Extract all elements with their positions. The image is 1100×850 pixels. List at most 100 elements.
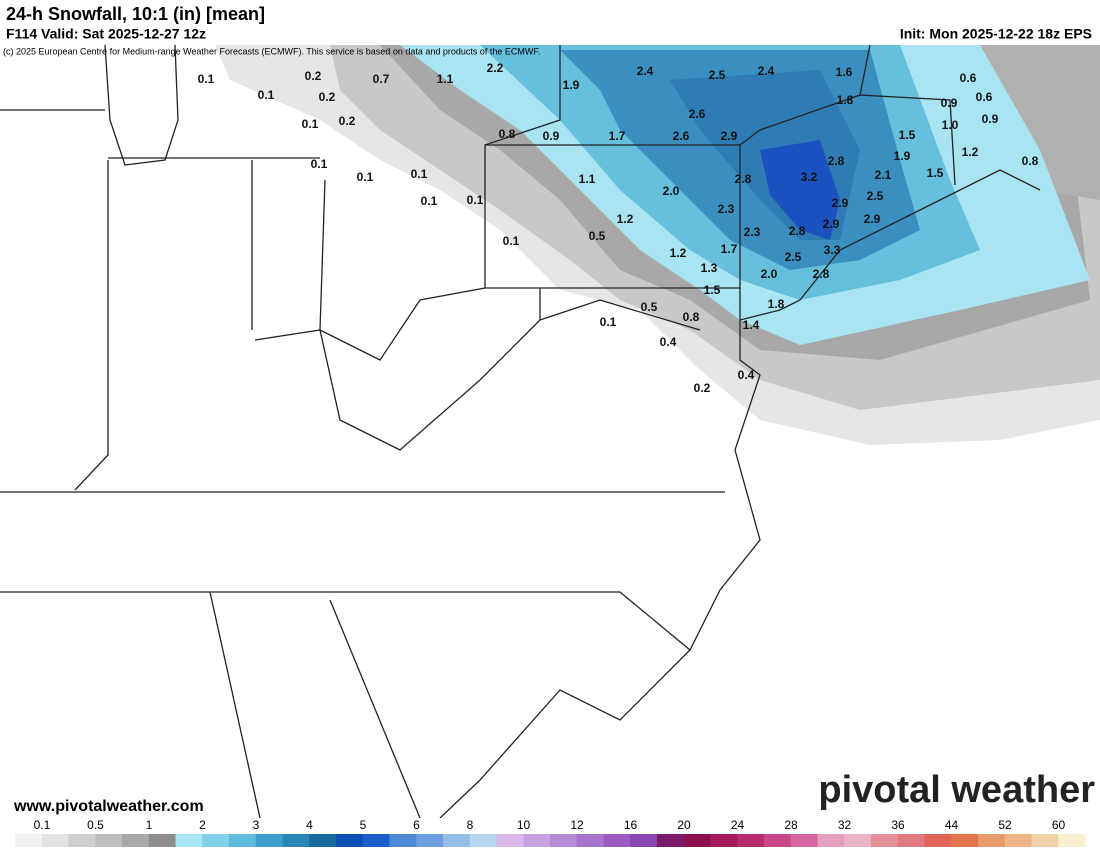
map-value-label: 2.8 bbox=[813, 267, 830, 281]
map-value-label: 0.2 bbox=[339, 114, 356, 128]
map-value-label: 2.3 bbox=[718, 202, 735, 216]
colorbar-swatch bbox=[202, 834, 230, 847]
map-value-label: 1.9 bbox=[563, 78, 580, 92]
map-value-label: 2.4 bbox=[637, 64, 654, 78]
colorbar-swatch bbox=[737, 834, 765, 847]
colorbar-label: 8 bbox=[467, 818, 474, 832]
map-value-label: 1.2 bbox=[962, 145, 979, 159]
colorbar-label: 24 bbox=[731, 818, 745, 832]
map-value-label: 0.9 bbox=[543, 129, 560, 143]
map-value-label: 0.1 bbox=[311, 157, 328, 171]
colorbar-swatch bbox=[175, 834, 203, 847]
map-value-label: 0.1 bbox=[467, 193, 484, 207]
map-value-label: 0.8 bbox=[499, 127, 516, 141]
map-value-label: 1.4 bbox=[743, 318, 760, 332]
colorbar-swatch bbox=[603, 834, 631, 847]
map-value-label: 1.6 bbox=[836, 65, 853, 79]
colorbar-label: 52 bbox=[998, 818, 1012, 832]
colorbar-label: 16 bbox=[624, 818, 638, 832]
colorbar-swatch bbox=[550, 834, 578, 847]
colorbar-label: 4 bbox=[306, 818, 313, 832]
colorbar-swatch bbox=[978, 834, 1006, 847]
map-value-label: 1.2 bbox=[617, 212, 634, 226]
map-value-label: 2.9 bbox=[823, 217, 840, 231]
map-value-label: 0.1 bbox=[258, 88, 275, 102]
credit: (c) 2025 European Centre for Medium-rang… bbox=[3, 46, 540, 56]
map-value-label: 1.1 bbox=[579, 172, 596, 186]
map-value-label: 0.4 bbox=[660, 335, 677, 349]
colorbar-swatch bbox=[844, 834, 872, 847]
colorbar-swatch bbox=[496, 834, 524, 847]
colorbar: 0.1 0.5 1 2 3 4 5 6 8 10 12 16 20 24 28 32 36 44 52 60 bbox=[15, 818, 1086, 847]
map-value-label: 0.1 bbox=[357, 170, 374, 184]
logo: pivotal weather bbox=[818, 769, 1095, 811]
colorbar-swatch bbox=[416, 834, 444, 847]
map-value-label: 0.6 bbox=[960, 71, 977, 85]
map-value-label: 1.2 bbox=[670, 246, 687, 260]
colorbar-swatch bbox=[362, 834, 390, 847]
map-value-label: 2.6 bbox=[689, 107, 706, 121]
colorbar-label: 5 bbox=[360, 818, 367, 832]
colorbar-label: 6 bbox=[413, 818, 420, 832]
map-value-label: 2.9 bbox=[721, 129, 738, 143]
colorbar-label: 28 bbox=[784, 818, 798, 832]
map-value-label: 2.5 bbox=[709, 68, 726, 82]
colorbar-label: 12 bbox=[570, 818, 584, 832]
map-value-label: 2.8 bbox=[828, 154, 845, 168]
map-value-label: 0.5 bbox=[589, 229, 606, 243]
colorbar-swatch bbox=[469, 834, 497, 847]
colorbar-swatch bbox=[576, 834, 604, 847]
colorbar-swatch bbox=[255, 834, 283, 847]
site-url: www.pivotalweather.com bbox=[13, 798, 204, 815]
map-value-label: 0.1 bbox=[421, 194, 438, 208]
colorbar-swatch bbox=[924, 834, 952, 847]
map-value-label: 1.9 bbox=[894, 149, 911, 163]
colorbar-swatch bbox=[523, 834, 551, 847]
colorbar-swatch bbox=[229, 834, 257, 847]
map-value-label: 0.1 bbox=[198, 72, 215, 86]
map-value-label: 1.0 bbox=[942, 118, 959, 132]
map-value-label: 2.3 bbox=[744, 225, 761, 239]
map-value-label: 2.1 bbox=[875, 168, 892, 182]
colorbar-label: 44 bbox=[945, 818, 959, 832]
colorbar-swatch bbox=[1031, 834, 1059, 847]
map-value-label: 0.8 bbox=[1022, 154, 1039, 168]
title: 24-h Snowfall, 10:1 (in) [mean] bbox=[6, 4, 265, 24]
colorbar-label: 2 bbox=[199, 818, 206, 832]
map-value-label: 0.4 bbox=[738, 368, 755, 382]
colorbar-swatch bbox=[148, 834, 176, 847]
map-value-label: 2.8 bbox=[735, 172, 752, 186]
colorbar-label: 3 bbox=[253, 818, 260, 832]
map-value-label: 0.1 bbox=[411, 167, 428, 181]
header-bg bbox=[0, 0, 1100, 45]
colorbar-swatch bbox=[95, 834, 123, 847]
valid-time: F114 Valid: Sat 2025-12-27 12z bbox=[6, 26, 206, 42]
colorbar-swatch bbox=[790, 834, 818, 847]
map-value-label: 3.2 bbox=[801, 170, 818, 184]
map-value-label: 3.3 bbox=[824, 243, 841, 257]
map-value-label: 1.5 bbox=[899, 128, 916, 142]
borders bbox=[0, 44, 1041, 819]
colorbar-label: 60 bbox=[1052, 818, 1066, 832]
map-value-label: 2.2 bbox=[487, 61, 504, 75]
map-value-label: 1.7 bbox=[609, 129, 626, 143]
map-value-label: 1.5 bbox=[704, 283, 721, 297]
map-value-label: 0.2 bbox=[319, 90, 336, 104]
colorbar-swatch bbox=[951, 834, 979, 847]
map-value-label: 2.9 bbox=[832, 196, 849, 210]
colorbar-label: 0.5 bbox=[87, 818, 104, 832]
colorbar-swatch bbox=[282, 834, 310, 847]
map-value-label: 2.4 bbox=[758, 64, 775, 78]
init-time: Init: Mon 2025-12-22 18z EPS bbox=[900, 26, 1092, 42]
map-value-label: 0.9 bbox=[941, 96, 958, 110]
colorbar-swatch bbox=[443, 834, 471, 847]
colorbar-swatch bbox=[817, 834, 845, 847]
map-value-label: 0.5 bbox=[641, 300, 658, 314]
colorbar-swatch bbox=[336, 834, 364, 847]
colorbar-label: 36 bbox=[891, 818, 905, 832]
colorbar-swatch bbox=[41, 834, 69, 847]
map-value-label: 2.0 bbox=[663, 184, 680, 198]
colorbar-label: 0.1 bbox=[34, 818, 51, 832]
colorbar-label: 20 bbox=[677, 818, 691, 832]
